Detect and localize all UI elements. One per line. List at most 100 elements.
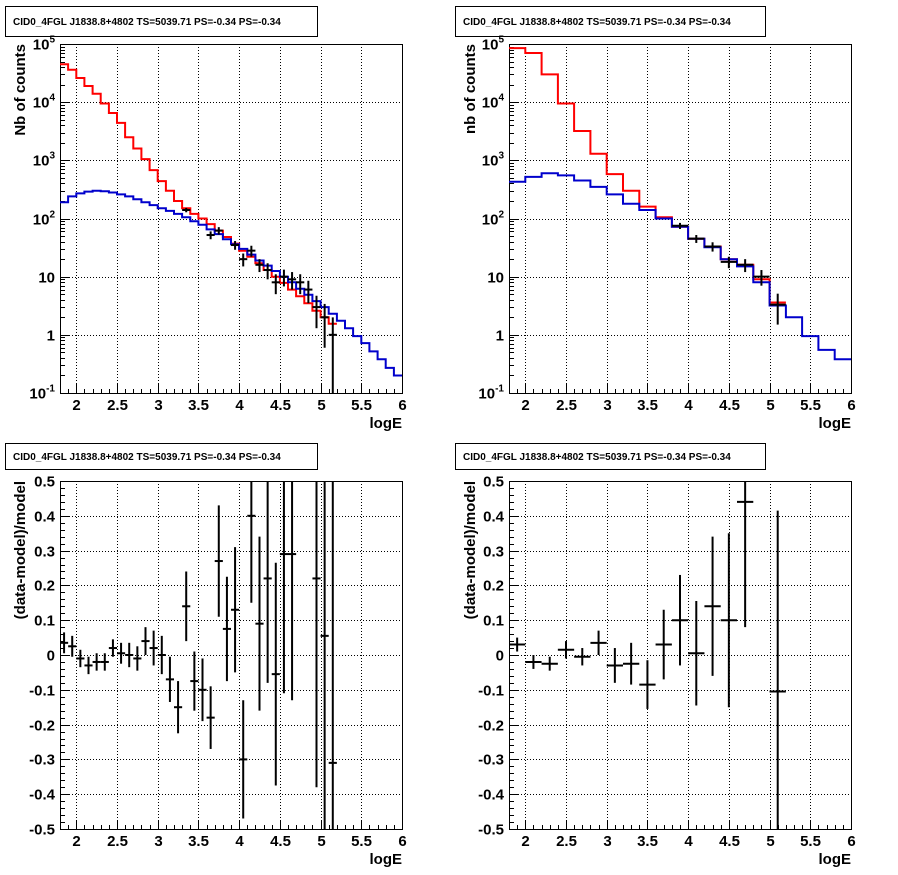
data-point — [720, 533, 737, 708]
data-point — [606, 648, 623, 683]
y-tick-exponent: -1 — [495, 384, 504, 395]
y-tick-label: 0.2 — [34, 578, 55, 595]
data-point — [84, 656, 93, 675]
x-tick-label: 6 — [398, 397, 406, 414]
y-tick-label: 0.1 — [483, 613, 504, 630]
y-tick-label: 0.2 — [483, 578, 504, 595]
chart-3: CID0_4FGL J1838.8+4802 TS=5039.71 PS=-0.… — [5, 443, 407, 868]
y-tick-label: 10-1 — [29, 384, 55, 403]
y-tick-label: -0.3 — [29, 752, 55, 769]
x-tick-label: 6 — [847, 833, 855, 850]
y-tick-label: 10-1 — [478, 384, 504, 403]
data-point — [288, 272, 297, 290]
x-tick-label: 4 — [684, 833, 693, 850]
title-box — [5, 6, 318, 37]
x-tick-label: 4.5 — [270, 833, 291, 850]
x-axis-title: logE — [819, 415, 852, 432]
x-tick-label: 3 — [603, 397, 611, 414]
chart-title: CID0_4FGL J1838.8+4802 TS=5039.71 PS=-0.… — [13, 452, 281, 463]
y-axis-title: (data-model)/model — [12, 481, 29, 619]
x-tick-label: 4.5 — [270, 397, 291, 414]
data-point — [149, 630, 158, 666]
data-point — [271, 274, 280, 295]
data-point — [541, 656, 558, 671]
x-tick-label: 2.5 — [556, 833, 577, 850]
data-point — [231, 241, 240, 250]
data-point — [157, 635, 166, 675]
data-point — [239, 700, 248, 819]
data-point — [623, 642, 640, 685]
y-tick-label: 0.3 — [34, 544, 55, 561]
series-2-step-line — [509, 172, 851, 361]
data-point — [525, 655, 542, 669]
data-point — [590, 630, 607, 655]
data-point — [312, 295, 321, 329]
y-tick-label: 105 — [33, 35, 56, 54]
y-tick-label: 103 — [33, 151, 56, 170]
x-axis-title: logE — [819, 851, 852, 868]
data-point — [688, 601, 705, 706]
data-point — [704, 242, 721, 252]
y-axis-title: nb of counts — [462, 44, 479, 134]
x-tick-label: 5.5 — [351, 833, 372, 850]
data-layer — [509, 47, 851, 361]
data-point — [222, 576, 231, 682]
data-point — [688, 235, 705, 243]
y-tick-label: -0.4 — [478, 787, 505, 804]
y-tick-label: 0.4 — [483, 509, 505, 526]
x-tick-label: 2.5 — [107, 833, 128, 850]
data-point — [312, 481, 321, 788]
data-point — [304, 280, 313, 304]
data-point — [720, 256, 737, 269]
data-point — [271, 562, 280, 786]
y-tick-label: 102 — [482, 210, 505, 229]
data-point — [328, 481, 337, 829]
x-tick-label: 4.5 — [719, 397, 740, 414]
data-point — [279, 481, 288, 694]
y-tick-label: -0.5 — [29, 822, 55, 839]
data-layer — [60, 63, 402, 393]
data-point — [247, 481, 256, 603]
data-point — [737, 481, 754, 628]
x-tick-label: 2 — [72, 833, 80, 850]
y-tick-exponent: 3 — [498, 151, 504, 162]
y-tick-exponent: 5 — [498, 35, 504, 46]
x-axis-title: logE — [370, 415, 403, 432]
data-point — [190, 651, 199, 711]
data-point — [108, 639, 117, 657]
x-tick-label: 3.5 — [188, 833, 209, 850]
x-tick-label: 4 — [235, 833, 244, 850]
data-point — [704, 536, 721, 676]
y-tick-label: 0 — [496, 648, 504, 665]
data-point — [165, 656, 174, 702]
y-tick-label: 103 — [482, 151, 505, 170]
data-point — [100, 653, 109, 671]
y-tick-label: 10 — [487, 270, 504, 287]
y-tick-label: 1 — [496, 328, 504, 345]
y-tick-label: 0.4 — [34, 509, 56, 526]
x-tick-label: 2.5 — [107, 397, 128, 414]
data-point — [737, 259, 754, 273]
y-axis-title: (data-model)/model — [462, 481, 479, 619]
x-tick-label: 5 — [317, 397, 325, 414]
y-tick-exponent: 5 — [49, 35, 55, 46]
data-point — [117, 642, 126, 664]
x-tick-label: 5.5 — [351, 397, 372, 414]
chart-title: CID0_4FGL J1838.8+4802 TS=5039.71 PS=-0.… — [13, 17, 281, 28]
data-point — [509, 637, 526, 652]
data-point — [68, 635, 77, 657]
data-point — [76, 649, 85, 668]
data-point — [247, 245, 256, 257]
chart-4: CID0_4FGL J1838.8+4802 TS=5039.71 PS=-0.… — [455, 443, 856, 868]
data-point — [320, 481, 329, 829]
data-point — [320, 303, 329, 348]
x-tick-label: 2 — [72, 397, 80, 414]
data-point — [214, 227, 223, 235]
y-tick-label: 104 — [482, 93, 505, 112]
x-tick-label: 4 — [235, 397, 244, 414]
y-tick-label: -0.2 — [29, 718, 55, 735]
y-tick-label: 0.1 — [34, 613, 55, 630]
title-box — [5, 443, 318, 470]
data-point — [125, 642, 134, 668]
